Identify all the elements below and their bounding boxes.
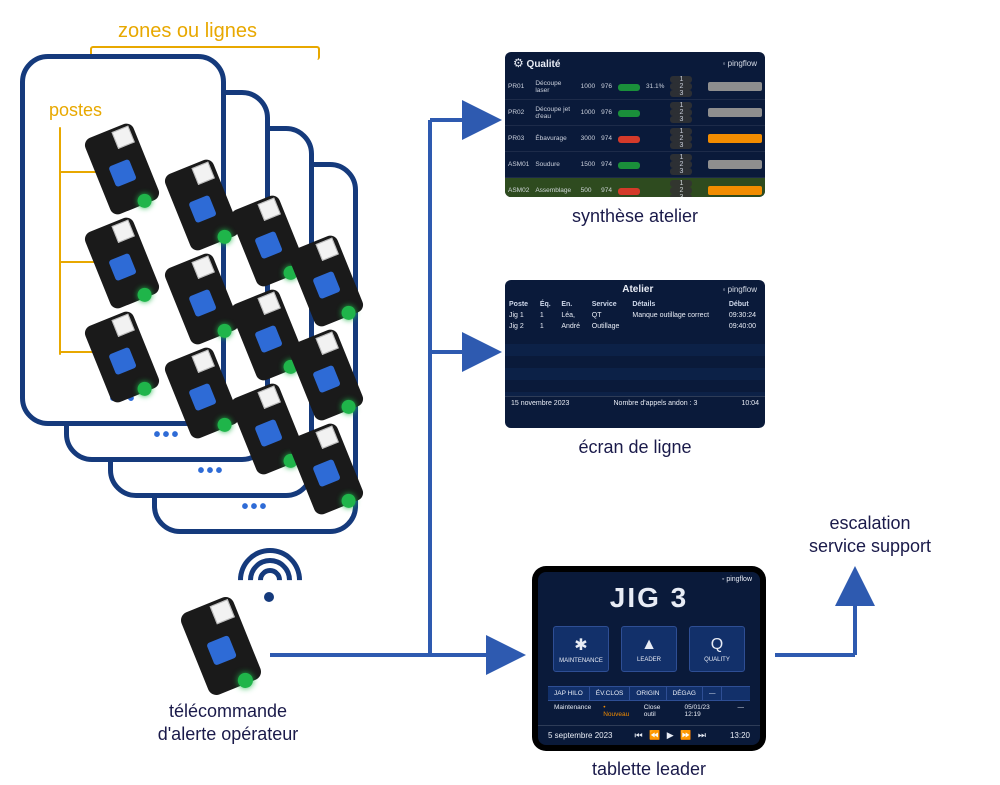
ligne-label: écran de ligne (505, 436, 765, 459)
postes-label: postes (49, 99, 102, 122)
tablet-button-leader[interactable]: ▲LEADER (621, 626, 677, 672)
synthese-table: PR01Découpe laser1000976 31.1%123PR02Déc… (505, 74, 765, 197)
tablet-button-maintenance[interactable]: ✱MAINTENANCE (553, 626, 609, 672)
tablet-button-quality[interactable]: QQUALITY (689, 626, 745, 672)
playback-controls[interactable]: ⏮ ⏪ ▶ ⏩ ⏭ (634, 730, 708, 741)
remote-label: télécommande d'alerte opérateur (128, 700, 328, 747)
ligne-screen: Atelier ◦ pingflow PosteÉq.En.ServiceDét… (505, 280, 765, 428)
synthese-label: synthèse atelier (505, 205, 765, 228)
ligne-table: PosteÉq.En.ServiceDétailsDébut Jig 11Léa… (505, 299, 765, 332)
escalation-label: escalation service support (790, 512, 950, 559)
panel-dots: ••• (69, 424, 265, 447)
wifi-icon (238, 548, 308, 618)
postes-bracket (59, 127, 61, 355)
synthese-screen: ⚙ Qualité ◦ pingflow PR01Découpe laser10… (505, 52, 765, 197)
tablette-label: tablette leader (532, 758, 766, 781)
zones-label: zones ou lignes (118, 18, 257, 44)
tablet-leader: ◦ pingflow JIG 3 ✱MAINTENANCE▲LEADERQQUA… (532, 566, 766, 751)
